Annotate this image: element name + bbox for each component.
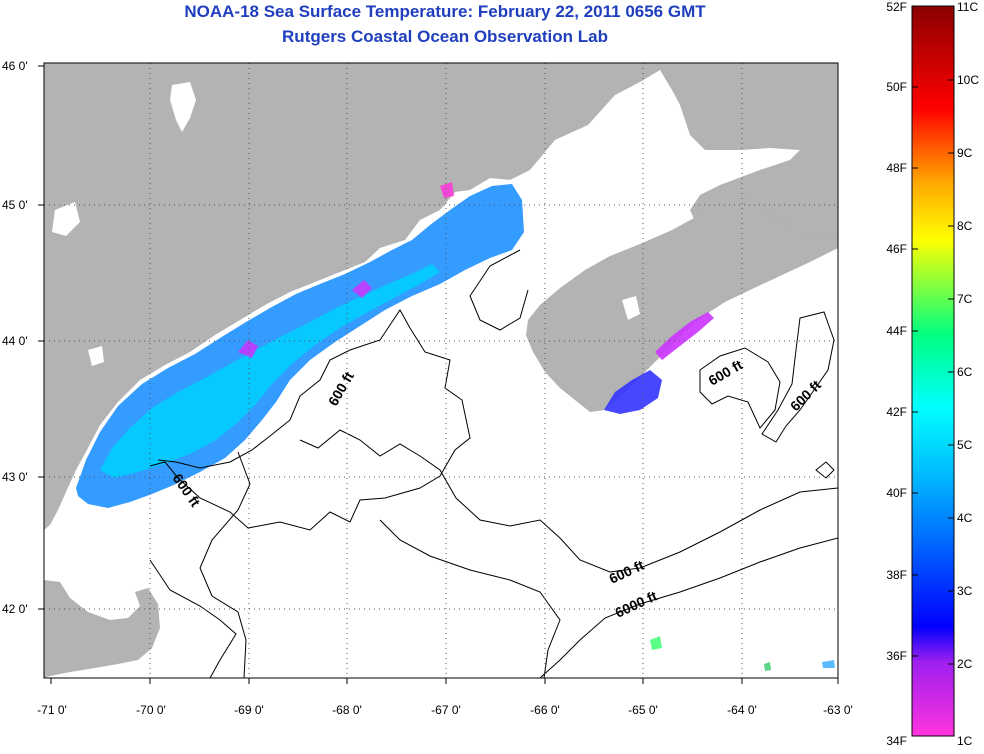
- colorbar-label-c: 9C: [957, 146, 973, 160]
- colorbar-label-c: 10C: [957, 73, 979, 87]
- map-subtitle: Rutgers Coastal Ocean Observation Lab: [282, 27, 608, 46]
- sst-swath-cold-patch: [238, 340, 258, 358]
- colorbar-frame: [911, 5, 955, 737]
- contour-600ft-central: [199, 451, 251, 678]
- lat-label: 46 0': [2, 59, 28, 73]
- colorbar-label-c: 1C: [957, 734, 973, 748]
- contour-ne-small: [815, 461, 835, 479]
- lon-label: -67 0': [431, 703, 461, 717]
- land-lake: [622, 296, 640, 320]
- lon-label: -63 0': [823, 703, 853, 717]
- contour-600ft-basin: [299, 429, 838, 573]
- colorbar-label-c: 11C: [957, 0, 978, 14]
- land-lake: [170, 82, 196, 132]
- colorbar-label-c: 8C: [957, 219, 973, 233]
- land-lake: [88, 346, 104, 366]
- lon-label: -64 0': [727, 703, 757, 717]
- colorbar-label-c: 7C: [957, 292, 973, 306]
- frame-ticks: [38, 65, 839, 684]
- colorbar-label-f: 34F: [886, 734, 907, 748]
- map-title: NOAA-18 Sea Surface Temperature: Februar…: [184, 2, 706, 21]
- colorbar-label-f: 46F: [886, 242, 907, 256]
- lon-label: -70 0': [136, 703, 166, 717]
- sst-swath-patch: [822, 660, 835, 668]
- land-cape-cod: [44, 580, 160, 678]
- colorbar-label-f: 38F: [886, 568, 907, 582]
- colorbar-label-f: 48F: [886, 161, 907, 175]
- contour-600ft-gulf: [149, 309, 471, 531]
- lon-label: -66 0': [530, 703, 560, 717]
- sst-swath-gulf-of-maine-bright: [100, 264, 440, 478]
- bathymetry-contours: [149, 249, 838, 678]
- colorbar-ticks: [912, 79, 954, 665]
- colorbar-label-f: 40F: [886, 486, 907, 500]
- colorbar-label-c: 2C: [957, 657, 973, 671]
- colorbar-label-c: 5C: [957, 438, 973, 452]
- colorbar: [912, 6, 954, 736]
- colorbar-label-f: 50F: [886, 80, 907, 94]
- map-frame: [43, 62, 839, 679]
- sst-swath-cold-patch: [352, 280, 372, 298]
- colorbar-label-f: 44F: [886, 324, 907, 338]
- sst-swath-nova-scotia-edge: [655, 312, 714, 360]
- land-maine-new-brunswick: [44, 63, 838, 530]
- colorbar-label-c: 4C: [957, 511, 973, 525]
- colorbar-label-f: 36F: [886, 649, 907, 663]
- contour-ns-shelf: [699, 347, 781, 429]
- lon-label: -65 0': [628, 703, 658, 717]
- contour-ns-east: [761, 311, 835, 443]
- lon-label: -68 0': [332, 703, 362, 717]
- colorbar-label-f: 42F: [886, 405, 907, 419]
- colorbar-label-f: 52F: [886, 0, 907, 14]
- sst-swath-patch: [650, 636, 662, 650]
- lat-label: 44 0': [2, 334, 28, 348]
- sst-swath-patch: [764, 662, 771, 671]
- colorbar-label-c: 3C: [957, 584, 973, 598]
- colorbar-label-c: 6C: [957, 365, 973, 379]
- land-lake: [52, 202, 80, 236]
- contour-600ft-ne: [469, 249, 529, 331]
- lat-label: 43 0': [2, 470, 28, 484]
- sst-swath-cold-patch: [440, 182, 454, 198]
- lon-label: -71 0': [37, 703, 67, 717]
- lon-label: -69 0': [234, 703, 264, 717]
- contour-6000ft-slope: [539, 537, 838, 678]
- lat-label: 42 0': [2, 602, 28, 616]
- lat-label: 45 0': [2, 198, 28, 212]
- land-nova-scotia: [526, 195, 838, 412]
- contour-lower: [149, 559, 237, 678]
- sst-swath-nova-scotia: [604, 370, 662, 414]
- contour-bank: [379, 519, 561, 678]
